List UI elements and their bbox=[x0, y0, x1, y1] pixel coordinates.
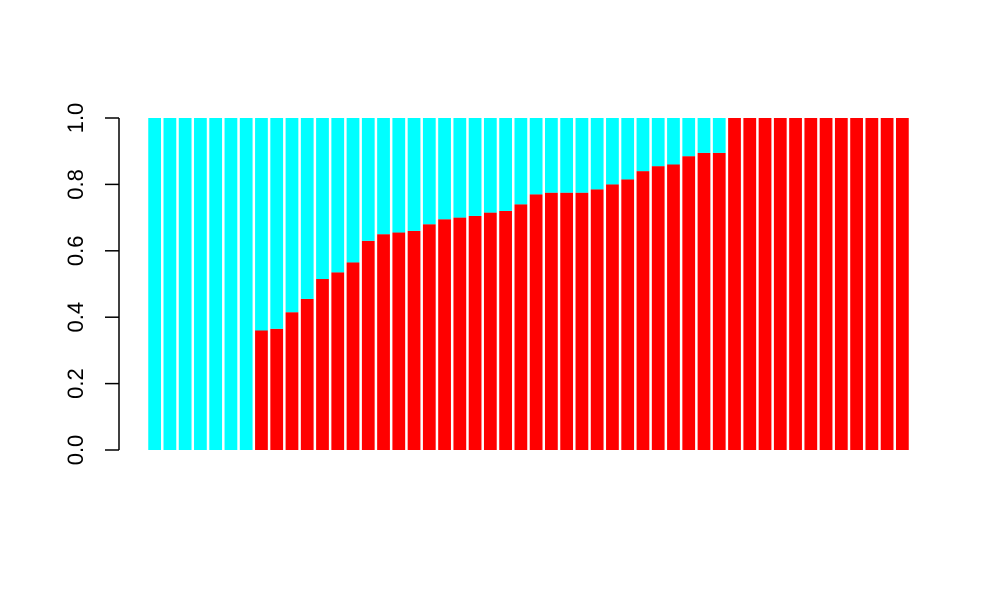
bar-segment-cyan-23 bbox=[483, 118, 497, 213]
bar-segment-red-45 bbox=[819, 118, 833, 450]
bar-segment-cyan-18 bbox=[407, 118, 421, 231]
bar-segment-cyan-15 bbox=[361, 118, 375, 241]
bar-segment-red-36 bbox=[682, 156, 696, 450]
y-axis: 0.0 0.2 0.4 0.6 0.8 1.0 bbox=[63, 103, 120, 466]
bar-segment-red-44 bbox=[804, 118, 818, 450]
bar-segment-red-12 bbox=[316, 279, 329, 450]
bar-segment-cyan-25 bbox=[514, 118, 528, 205]
bar-segment-cyan-21 bbox=[453, 118, 467, 218]
bar-segment-cyan-22 bbox=[468, 118, 482, 216]
bar-segment-red-39 bbox=[728, 118, 741, 450]
bar-segment-red-22 bbox=[468, 215, 482, 450]
bar-segment-red-21 bbox=[453, 217, 467, 450]
bar-segment-cyan-2 bbox=[163, 118, 177, 450]
y-tick-label: 0.8 bbox=[63, 169, 88, 200]
bar-segment-red-15 bbox=[361, 240, 375, 450]
bar-segment-red-47 bbox=[850, 118, 863, 450]
bar-segment-red-17 bbox=[392, 232, 406, 450]
bar-segment-red-46 bbox=[834, 118, 848, 450]
bar-segment-red-27 bbox=[545, 192, 558, 450]
y-tick-label: 0.2 bbox=[63, 368, 88, 399]
bar-segment-cyan-20 bbox=[438, 118, 451, 220]
bar-segment-cyan-26 bbox=[529, 118, 543, 195]
bar-segment-red-26 bbox=[529, 194, 543, 450]
bar-segment-red-35 bbox=[667, 164, 680, 451]
bar-segment-cyan-28 bbox=[560, 118, 574, 193]
bar-segment-cyan-12 bbox=[316, 118, 329, 280]
bar-segment-red-24 bbox=[499, 210, 512, 450]
bar-segment-red-16 bbox=[377, 234, 390, 450]
bar-segment-cyan-3 bbox=[178, 118, 192, 450]
bar-segment-red-50 bbox=[895, 118, 909, 450]
bar-segment-red-37 bbox=[697, 152, 711, 451]
bar-segment-cyan-24 bbox=[499, 118, 512, 211]
bar-segment-red-18 bbox=[407, 230, 421, 450]
bar-segment-cyan-38 bbox=[712, 118, 726, 153]
bar-segment-cyan-6 bbox=[224, 118, 238, 450]
bar-segment-red-42 bbox=[773, 118, 787, 450]
bar-segment-cyan-36 bbox=[682, 118, 696, 157]
bar-segment-cyan-33 bbox=[636, 118, 650, 172]
bar-segment-red-30 bbox=[590, 189, 604, 450]
bar-segment-cyan-32 bbox=[621, 118, 635, 180]
bar-segment-cyan-13 bbox=[331, 118, 345, 273]
bar-segment-red-34 bbox=[651, 166, 665, 450]
bar-segment-cyan-27 bbox=[545, 118, 558, 193]
bar-segment-cyan-1 bbox=[148, 118, 162, 450]
bar-segment-red-33 bbox=[636, 171, 650, 450]
bar-segment-red-13 bbox=[331, 272, 345, 450]
bar-segment-cyan-29 bbox=[575, 118, 589, 193]
bar-segment-cyan-16 bbox=[377, 118, 390, 235]
bar-segment-red-23 bbox=[483, 212, 497, 450]
bar-segment-red-49 bbox=[880, 118, 894, 450]
bar-segment-red-14 bbox=[346, 262, 360, 450]
bar-segment-cyan-34 bbox=[651, 118, 665, 167]
bar-segment-cyan-8 bbox=[255, 118, 268, 331]
bar-segment-red-9 bbox=[270, 328, 284, 450]
bar-segment-cyan-9 bbox=[270, 118, 284, 329]
bar-segment-red-10 bbox=[285, 312, 299, 450]
bar-segment-red-40 bbox=[743, 118, 757, 450]
bar-segment-cyan-17 bbox=[392, 118, 406, 233]
y-tick-label: 1.0 bbox=[63, 103, 88, 134]
bar-segment-cyan-31 bbox=[606, 118, 619, 185]
bar-segment-cyan-5 bbox=[209, 118, 223, 450]
bar-segment-red-28 bbox=[560, 192, 574, 450]
bar-segment-cyan-10 bbox=[285, 118, 299, 313]
bar-segment-cyan-7 bbox=[239, 118, 253, 450]
y-tick-label: 0.4 bbox=[63, 302, 88, 333]
bar-segment-red-38 bbox=[712, 152, 726, 451]
bar-segment-cyan-4 bbox=[194, 118, 207, 450]
bar-segment-cyan-37 bbox=[697, 118, 711, 153]
bar-segment-red-29 bbox=[575, 192, 589, 450]
bar-segment-red-19 bbox=[422, 224, 436, 450]
y-tick-label: 0.0 bbox=[63, 435, 88, 466]
bar-segment-red-41 bbox=[758, 118, 772, 450]
bar-segment-red-32 bbox=[621, 179, 635, 451]
bar-segment-red-43 bbox=[789, 118, 802, 450]
bars-group bbox=[148, 118, 909, 451]
bar-segment-cyan-14 bbox=[346, 118, 360, 263]
bar-segment-cyan-35 bbox=[667, 118, 680, 165]
bar-segment-red-11 bbox=[300, 298, 314, 450]
y-tick-label: 0.6 bbox=[63, 236, 88, 267]
bar-segment-red-48 bbox=[865, 118, 879, 450]
bar-segment-red-25 bbox=[514, 204, 528, 450]
bar-segment-cyan-30 bbox=[590, 118, 604, 190]
bar-segment-red-31 bbox=[606, 184, 619, 450]
bar-segment-red-8 bbox=[255, 330, 268, 450]
bar-segment-cyan-11 bbox=[300, 118, 314, 299]
bar-segment-red-20 bbox=[438, 219, 451, 450]
bar-segment-cyan-19 bbox=[422, 118, 436, 225]
